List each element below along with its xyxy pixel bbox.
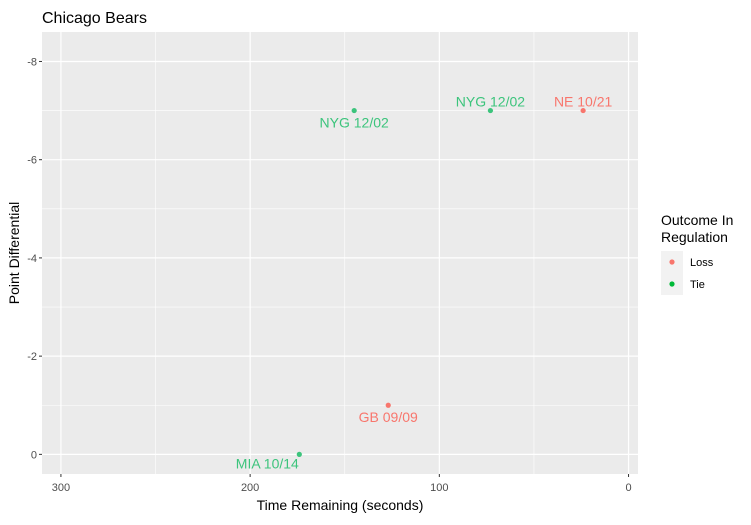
data-labels: NYG 12/02 NYG 12/02 NE 10/21 GB 09/09 MIA 10…: [236, 94, 613, 472]
y-axis-tick-label: -8: [27, 56, 37, 68]
y-axis-tick-label: -2: [27, 351, 37, 363]
data-point-label: MIA 10/14: [236, 455, 299, 471]
y-axis-tick-label: -4: [27, 253, 37, 265]
data-point-label: NYG 12/02: [320, 115, 389, 131]
y-axis: -8 -6 -4 -2 0: [27, 56, 42, 461]
chart-title: Chicago Bears: [42, 10, 147, 27]
x-axis: 300 200 100 0: [52, 474, 632, 494]
x-axis-label: Time Remaining (seconds): [257, 497, 424, 513]
data-point-label: NYG 12/02: [456, 94, 525, 110]
x-axis-tick-label: 0: [625, 482, 631, 494]
major-grid: [42, 32, 638, 474]
legend-key-tie-point: [669, 281, 675, 287]
data-point-label: NE 10/21: [554, 94, 613, 110]
data-points: [296, 107, 586, 457]
data-point-tie: [351, 107, 357, 114]
x-axis-tick-label: 200: [241, 482, 259, 494]
y-axis-label: Point Differential: [6, 202, 22, 304]
data-point-label: GB 09/09: [359, 409, 418, 425]
legend-key-loss-point: [669, 259, 675, 265]
data-point-loss: [385, 402, 391, 408]
x-axis-tick-label: 100: [430, 482, 448, 494]
y-axis-tick-label: 0: [31, 449, 37, 461]
legend-label-tie: Tie: [690, 279, 705, 291]
y-axis-tick-label: -6: [27, 155, 37, 167]
legend-title-line-2: Regulation: [661, 229, 728, 245]
data-point-tie: [296, 451, 302, 457]
legend: Outcome In Regulation Loss Tie: [661, 212, 733, 295]
legend-label-loss: Loss: [690, 257, 714, 269]
legend-title-line-1: Outcome In: [661, 212, 733, 228]
data-point-loss: [580, 107, 586, 114]
plot-panel: [42, 32, 638, 474]
data-point-tie: [487, 107, 494, 114]
minor-grid: [42, 32, 638, 474]
x-axis-tick-label: 300: [52, 482, 70, 494]
